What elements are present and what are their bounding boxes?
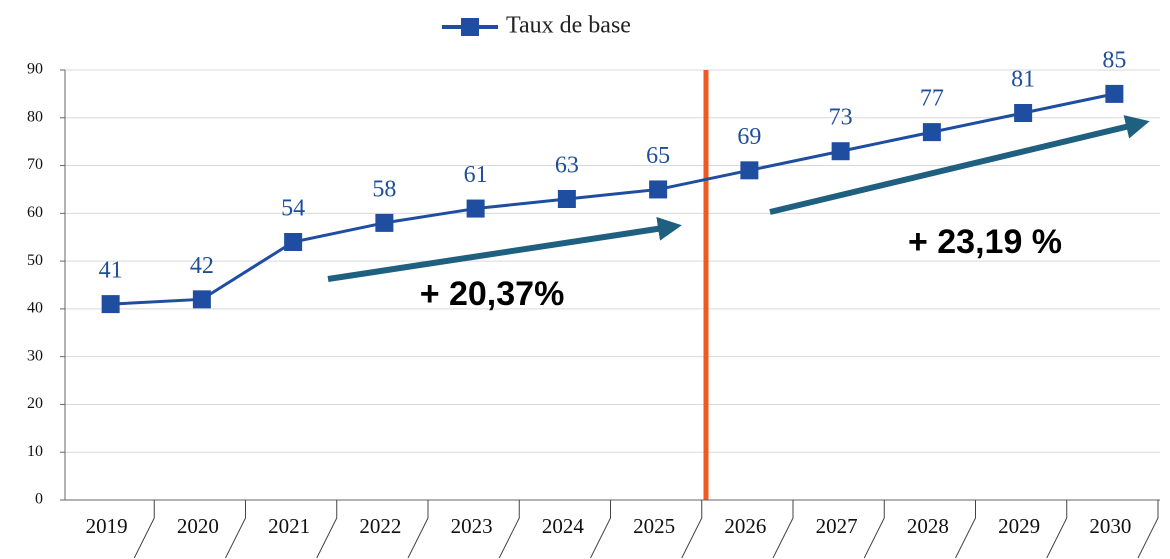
x-tick-label: 2020	[177, 514, 219, 538]
y-tick-label: 20	[27, 395, 43, 412]
category-separator	[1137, 500, 1159, 559]
category-separator	[590, 500, 611, 559]
data-point	[649, 180, 668, 199]
data-point	[375, 213, 394, 232]
x-tick-label: 2030	[1089, 514, 1131, 538]
data-label: 42	[190, 253, 214, 279]
data-label: 73	[829, 105, 853, 131]
category-separator	[316, 500, 338, 559]
data-label: 69	[737, 124, 761, 150]
category-separator	[498, 500, 520, 559]
y-tick-label: 40	[27, 300, 43, 317]
trend-arrow	[327, 216, 682, 282]
category-separator	[133, 500, 155, 559]
annotation: + 23,19 %	[908, 223, 1062, 261]
data-point	[831, 142, 850, 161]
category-separator	[863, 500, 885, 559]
x-tick-label: 2029	[998, 514, 1040, 538]
x-tick-label: 2022	[359, 514, 401, 538]
x-tick-label: 2021	[268, 514, 310, 538]
category-separator	[225, 500, 246, 559]
y-tick-label: 70	[27, 156, 43, 173]
x-tick-label: 2028	[907, 514, 949, 538]
data-label: 61	[464, 162, 488, 188]
x-tick-label: 2025	[633, 514, 675, 538]
legend-label: Taux de base	[506, 13, 631, 39]
category-separator	[955, 500, 976, 559]
y-tick-label: 60	[27, 204, 43, 221]
data-label: 54	[281, 196, 305, 222]
y-tick-label: 10	[27, 443, 43, 460]
x-tick-label: 2019	[86, 514, 128, 538]
y-tick-label: 50	[27, 252, 43, 269]
x-tick-label: 2026	[724, 514, 766, 538]
data-point	[1014, 104, 1033, 122]
x-tick-label: 2027	[816, 514, 858, 538]
category-separator	[407, 500, 429, 559]
data-point	[101, 295, 120, 314]
data-point	[192, 290, 211, 309]
y-tick-label: 90	[27, 61, 43, 78]
y-tick-label: 80	[27, 108, 43, 125]
x-tick-label: 2023	[451, 514, 493, 538]
data-label: 77	[920, 86, 944, 112]
x-tick-label: 2024	[542, 514, 585, 538]
data-point	[922, 123, 941, 142]
category-separator	[772, 500, 794, 559]
data-point	[557, 190, 576, 208]
data-point	[740, 161, 759, 180]
data-label: 41	[99, 258, 123, 284]
data-point	[1105, 84, 1124, 103]
data-point	[466, 199, 485, 218]
data-point	[284, 233, 303, 251]
data-label: 63	[555, 153, 579, 179]
category-separator	[681, 500, 703, 559]
data-label: 85	[1102, 47, 1126, 73]
y-tick-label: 0	[35, 491, 43, 508]
data-line	[110, 92, 1115, 306]
trend-arrow	[769, 115, 1150, 215]
grid	[60, 69, 1160, 501]
y-tick-label: 30	[27, 347, 43, 364]
data-label: 81	[1011, 67, 1035, 93]
data-label: 58	[372, 176, 396, 202]
category-separator	[1046, 500, 1068, 559]
annotation: + 20,37%	[420, 275, 565, 313]
data-label: 65	[646, 143, 670, 169]
legend-marker	[461, 18, 479, 36]
